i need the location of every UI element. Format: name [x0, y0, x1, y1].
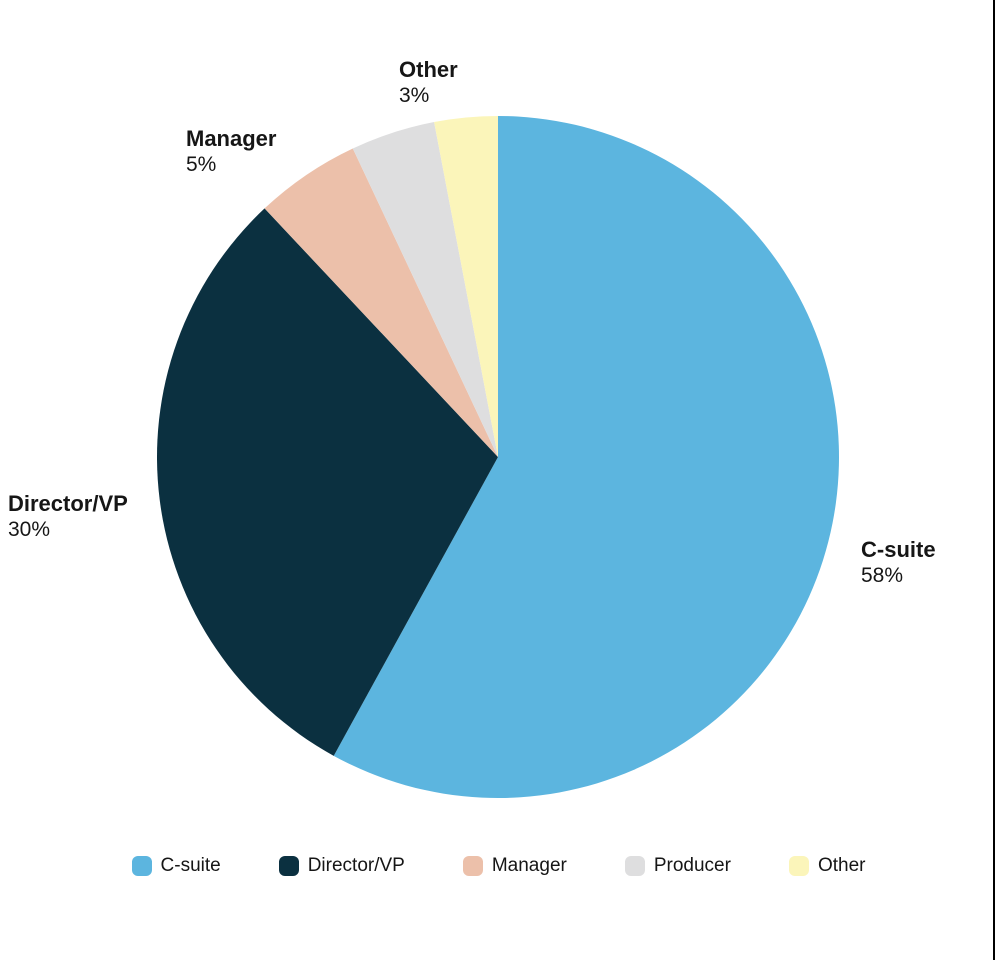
callout-other-value: 3%	[399, 84, 430, 107]
legend-label-director-vp: Director/VP	[307, 855, 405, 876]
pie-slice-director-vp	[156, 208, 499, 756]
legend-swatch-other	[788, 856, 809, 876]
callout-director-vp-label: Director/VP	[8, 491, 128, 516]
callout-manager: Manager 5%	[186, 125, 276, 177]
callout-manager-label: Manager	[186, 126, 277, 151]
legend-swatch-director-vp	[278, 856, 299, 876]
legend-swatch-manager	[462, 856, 483, 876]
legend-item-producer: Producer	[624, 855, 731, 877]
callout-director-vp-value: 30%	[8, 518, 51, 541]
legend-item-c-suite: C-suite	[131, 855, 221, 877]
pie-slice-producer	[352, 122, 498, 458]
pie-slice-manager	[264, 148, 498, 457]
pie-slice-c-suite	[333, 116, 840, 798]
callout-other-label: Other	[399, 57, 458, 82]
callout-manager-value: 5%	[186, 153, 217, 176]
callout-director-vp: Director/VP 30%	[8, 490, 128, 542]
callout-c-suite-label: C-suite	[861, 537, 936, 562]
legend-item-manager: Manager	[462, 855, 567, 877]
callout-c-suite: C-suite 58%	[861, 536, 936, 588]
legend-item-other: Other	[788, 855, 866, 877]
legend-label-manager: Manager	[491, 855, 567, 876]
legend-label-producer: Producer	[653, 855, 731, 876]
legend-label-c-suite: C-suite	[160, 855, 221, 876]
legend-swatch-producer	[624, 856, 645, 876]
pie-slice-other	[434, 116, 498, 457]
legend-swatch-c-suite	[131, 856, 152, 876]
legend-label-other: Other	[817, 855, 866, 876]
callout-other: Other 3%	[399, 56, 458, 108]
legend-item-director-vp: Director/VP	[278, 855, 405, 877]
chart-legend: C-suite Director/VP Manager Producer Oth…	[0, 855, 997, 877]
right-edge-line	[993, 0, 995, 960]
callout-c-suite-value: 58%	[861, 564, 904, 587]
